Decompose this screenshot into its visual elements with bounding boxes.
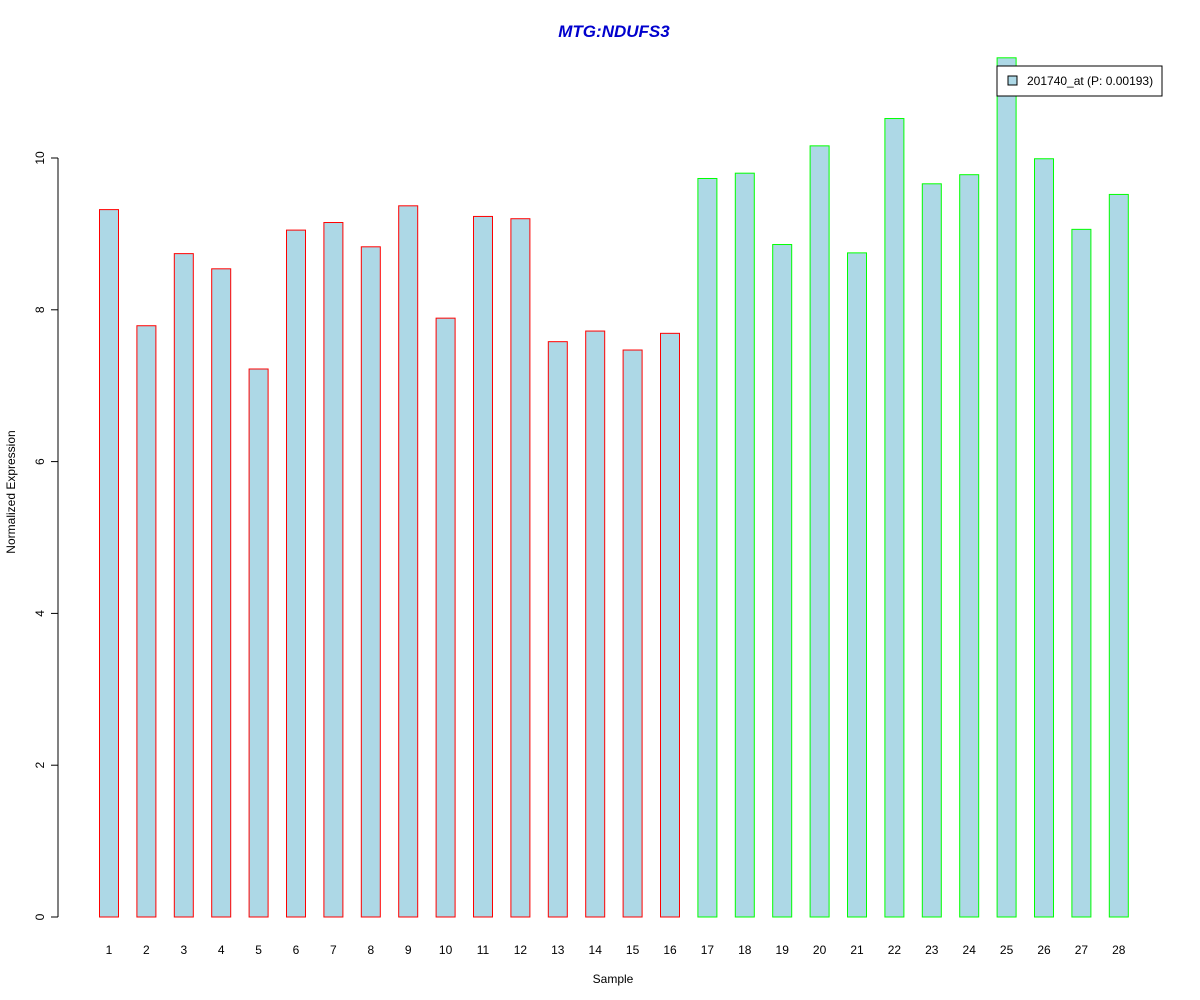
x-tick-label: 28 [1112, 943, 1126, 957]
y-axis-label: Normalized Expression [4, 430, 18, 553]
bar-sample-18 [734, 172, 755, 918]
bars [99, 57, 1129, 918]
x-tick-label: 22 [888, 943, 902, 957]
legend-swatch [1007, 75, 1018, 86]
bar-sample-1 [99, 209, 119, 918]
y-tick-label: 10 [33, 151, 47, 165]
bar-sample-17 [697, 177, 718, 918]
bar-sample-9 [398, 205, 419, 918]
bar-sample-12 [510, 218, 531, 918]
x-tick-label: 26 [1037, 943, 1051, 957]
x-tick-label: 16 [663, 943, 677, 957]
y-tick-label: 4 [33, 610, 47, 617]
y-tick-label: 6 [33, 458, 47, 465]
bar-sample-23 [921, 183, 942, 918]
bar-sample-26 [1034, 158, 1054, 918]
y-tick-label: 0 [33, 913, 47, 920]
legend-label: 201740_at (P: 0.00193) [1027, 74, 1153, 88]
x-tick-labels: 1 2 3 4 5 6 7 8 9 10 11 12 13 14 15 16 17 18 19 20 21 22 23 24 2… [106, 943, 1126, 957]
bar-sample-20 [809, 145, 830, 918]
x-tick-label: 3 [180, 943, 187, 957]
bar-sample-13 [547, 341, 568, 918]
x-tick-label: 15 [626, 943, 640, 957]
x-tick-label: 6 [293, 943, 300, 957]
bar-sample-7 [323, 222, 344, 918]
bar-sample-8 [360, 246, 381, 918]
bar-sample-21 [847, 252, 867, 918]
x-tick-label: 20 [813, 943, 827, 957]
x-axis-label: Sample [593, 972, 634, 986]
x-tick-label: 23 [925, 943, 939, 957]
x-tick-label: 27 [1075, 943, 1089, 957]
x-tick-label: 24 [963, 943, 977, 957]
bar-sample-25 [996, 57, 1017, 918]
x-tick-label: 2 [143, 943, 150, 957]
bar-sample-15 [622, 349, 643, 918]
legend: 201740_at (P: 0.00193) [996, 65, 1163, 97]
bar-sample-6 [286, 229, 306, 918]
y-tick-label: 8 [33, 306, 47, 313]
bar-sample-10 [435, 317, 456, 918]
x-tick-label: 13 [551, 943, 565, 957]
bar-sample-4 [211, 268, 232, 918]
y-axis: 0 2 4 6 8 10 [33, 151, 59, 920]
x-tick-label: 21 [850, 943, 864, 957]
x-tick-label: 25 [1000, 943, 1014, 957]
x-tick-label: 4 [218, 943, 225, 957]
bar-sample-24 [959, 174, 980, 918]
x-tick-label: 17 [701, 943, 715, 957]
bar-sample-27 [1071, 228, 1092, 918]
x-tick-label: 11 [477, 943, 490, 957]
x-tick-label: 14 [589, 943, 603, 957]
y-tick-label: 2 [33, 762, 47, 769]
bar-sample-22 [884, 118, 905, 918]
bar-sample-11 [473, 215, 493, 918]
bar-sample-28 [1108, 193, 1129, 918]
bar-sample-3 [173, 253, 194, 918]
x-tick-label: 10 [439, 943, 453, 957]
x-tick-label: 1 [106, 943, 113, 957]
x-tick-label: 5 [255, 943, 262, 957]
bar-sample-16 [660, 332, 680, 918]
chart-title: MTG:NDUFS3 [558, 22, 670, 41]
x-tick-label: 7 [330, 943, 337, 957]
legend-box [996, 65, 1163, 97]
x-tick-label: 12 [514, 943, 528, 957]
x-tick-label: 9 [405, 943, 412, 957]
bar-sample-2 [136, 325, 157, 918]
bar-sample-19 [772, 244, 793, 918]
bar-sample-14 [585, 330, 606, 918]
x-tick-label: 19 [776, 943, 790, 957]
x-tick-label: 18 [738, 943, 752, 957]
bar-sample-5 [248, 368, 269, 918]
x-tick-label: 8 [367, 943, 374, 957]
